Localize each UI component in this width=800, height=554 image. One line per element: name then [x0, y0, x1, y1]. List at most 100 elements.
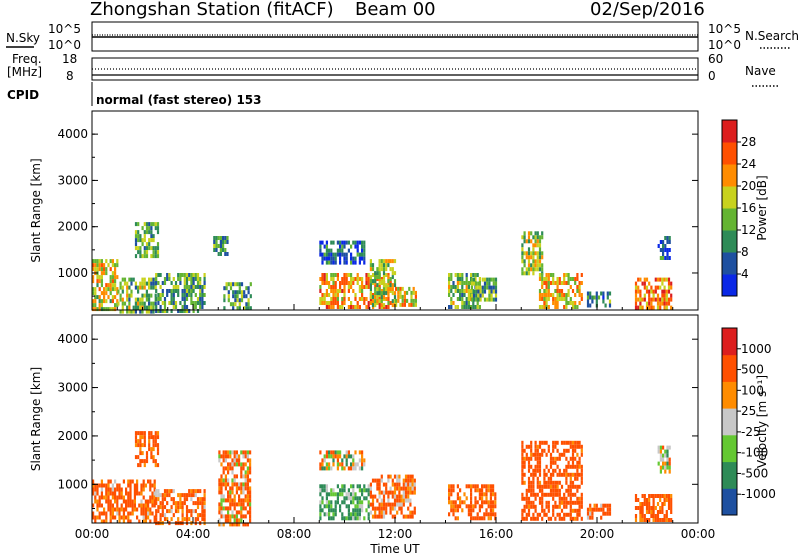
echo-cell: [361, 500, 364, 505]
echo-cell: [600, 503, 603, 508]
echo-cell: [387, 474, 390, 479]
echo-cell: [341, 516, 344, 521]
echo-cell: [183, 517, 186, 522]
echo-cell: [452, 508, 455, 513]
echo-cell: [530, 263, 533, 268]
echo-cell: [363, 297, 366, 301]
echo-cell: [238, 454, 241, 459]
echo-cell: [131, 511, 134, 516]
echo-cell: [192, 501, 195, 506]
echo-cell: [332, 256, 335, 261]
echo-cell: [325, 466, 328, 471]
echo-cell: [229, 462, 232, 467]
echo-cell: [393, 486, 397, 491]
echo-cell: [532, 484, 535, 489]
echo-cell: [452, 504, 455, 509]
echo-cell: [567, 440, 570, 445]
echo-cell: [336, 240, 339, 245]
echo-cell: [341, 488, 344, 493]
echo-cell: [547, 484, 550, 489]
echo-cell: [138, 491, 141, 496]
echo-cell: [661, 510, 664, 514]
echo-cell: [365, 281, 368, 285]
echo-cell: [100, 259, 103, 264]
echo-cell: [323, 454, 326, 459]
echo-cell: [332, 462, 335, 467]
echo-cell: [238, 298, 241, 303]
echo-cell: [413, 510, 416, 515]
echo-cell: [325, 492, 328, 497]
echo-cell: [396, 482, 399, 487]
echo-cell: [465, 273, 468, 277]
echo-cell: [654, 506, 657, 510]
freq-right-tick-bottom: 0: [708, 69, 716, 83]
echo-cell: [369, 291, 372, 296]
echo-cell: [490, 293, 493, 298]
echo-cell: [215, 248, 218, 252]
echo-cell: [530, 504, 533, 509]
colorbar-tick-label: 4: [741, 267, 749, 281]
echo-cell: [238, 518, 241, 523]
echo-cell: [249, 506, 252, 511]
echo-cell: [547, 480, 550, 485]
echo-cell: [199, 497, 202, 502]
echo-cell: [554, 305, 557, 309]
echo-cell: [170, 281, 173, 285]
echo-cell: [463, 305, 466, 309]
echo-cell: [233, 518, 236, 523]
echo-cell: [220, 462, 223, 467]
echo-cell: [96, 267, 99, 272]
echo-cell: [663, 297, 666, 302]
echo-cell: [222, 248, 225, 252]
echo-cell: [376, 267, 379, 272]
echo-cell: [154, 222, 157, 227]
echo-cell: [177, 273, 180, 277]
echo-cell: [156, 230, 160, 235]
echo-cell: [328, 285, 331, 289]
echo-cell: [114, 495, 117, 500]
echo-cell: [235, 462, 238, 467]
echo-cell: [382, 303, 386, 308]
echo-cell: [361, 458, 364, 463]
echo-cell: [231, 510, 234, 515]
echo-cell: [459, 504, 462, 509]
echo-cell: [639, 293, 642, 298]
echo-cell: [138, 503, 141, 508]
echo-cell: [662, 252, 665, 256]
echo-cell: [494, 285, 498, 290]
echo-cell: [163, 489, 167, 494]
echo-cell: [132, 305, 135, 310]
echo-cell: [196, 277, 200, 281]
echo-cell: [393, 291, 397, 296]
echo-cell: [100, 263, 103, 268]
echo-cell: [243, 290, 246, 295]
echo-cell: [414, 290, 417, 295]
echo-cell: [323, 488, 326, 493]
echo-cell: [411, 486, 414, 491]
echo-cell: [114, 275, 117, 280]
echo-cell: [136, 479, 139, 484]
echo-cell: [155, 281, 158, 285]
echo-cell: [188, 309, 191, 313]
echo-cell: [100, 279, 103, 284]
echo-cell: [371, 279, 375, 284]
echo-cell: [163, 277, 167, 281]
echo-cell: [634, 518, 638, 522]
echo-cell: [552, 492, 555, 497]
echo-cell: [659, 453, 662, 458]
echo-cell: [367, 512, 370, 517]
echo-cell: [185, 289, 189, 293]
echo-cell: [245, 294, 248, 299]
echo-cell: [639, 297, 642, 302]
echo-cell: [100, 487, 103, 492]
echo-cell: [641, 502, 644, 506]
echo-cell: [234, 294, 237, 299]
echo-cell: [103, 299, 106, 304]
echo-cell: [534, 243, 537, 248]
echo-cell: [321, 496, 324, 501]
echo-cell: [203, 505, 206, 510]
echo-cell: [185, 505, 189, 510]
echo-cell: [105, 259, 108, 264]
echo-cell: [119, 285, 122, 290]
